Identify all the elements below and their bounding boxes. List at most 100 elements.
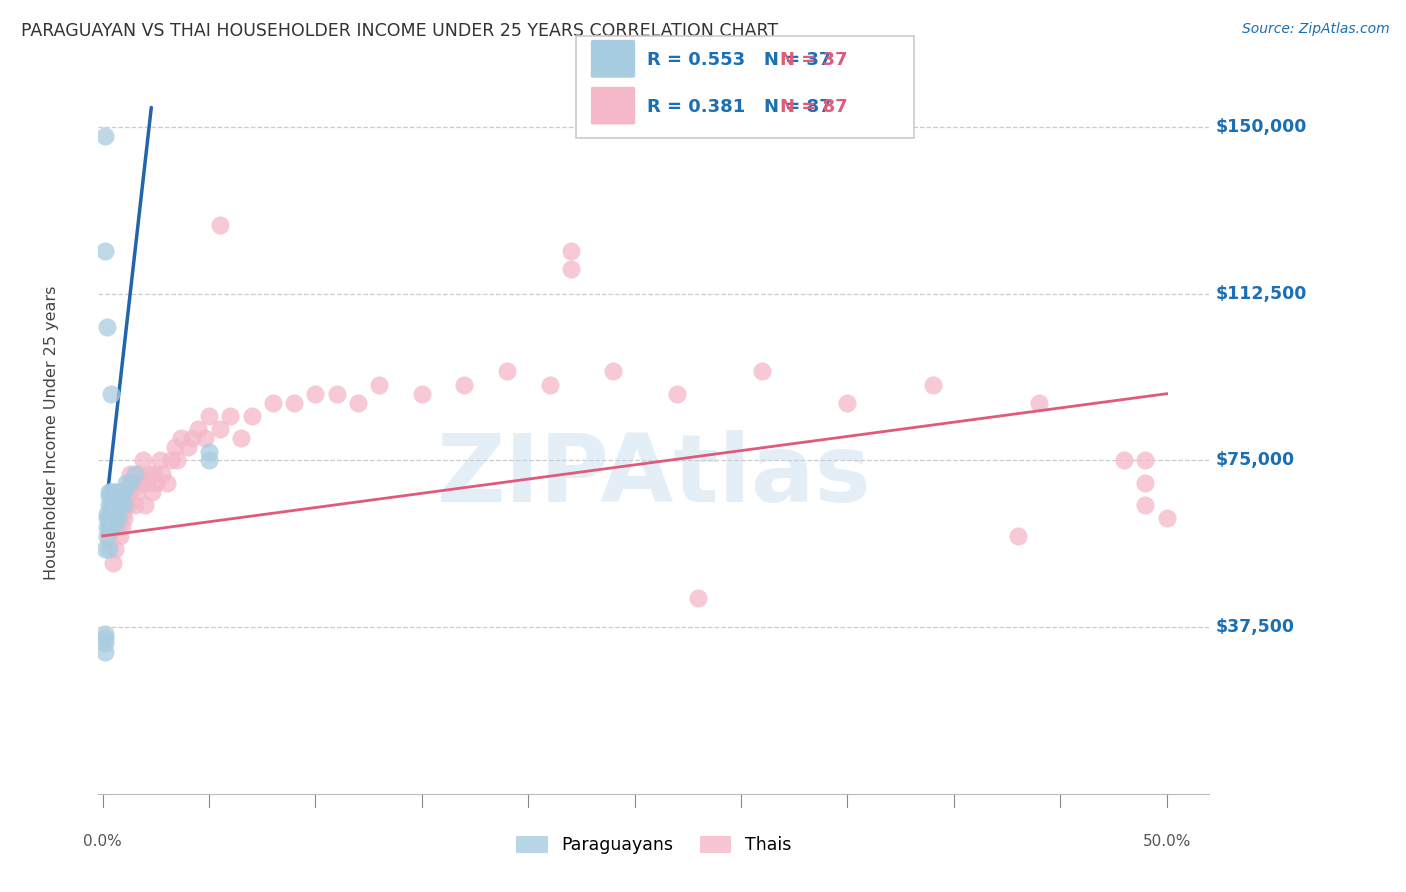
Point (98, 533, 121, 548)
Point (194, 431, 217, 445)
Point (115, 498, 138, 512)
Point (121, 475, 143, 490)
Point (411, 386, 433, 401)
Point (496, 364, 519, 378)
Point (108, 498, 131, 512)
Text: N = 87: N = 87 (780, 98, 848, 116)
Point (1135, 453, 1157, 467)
Text: ZIPAtlas: ZIPAtlas (436, 430, 872, 522)
Point (98, 489, 121, 503)
Point (177, 440, 200, 454)
Point (688, 591, 710, 606)
Point (1028, 395, 1050, 409)
Point (159, 453, 181, 467)
Point (132, 453, 155, 467)
Legend: Paraguayans, Thais: Paraguayans, Thais (509, 829, 799, 861)
Point (98, 542, 121, 557)
Point (98, 498, 121, 512)
Point (262, 395, 284, 409)
Point (163, 440, 186, 454)
Text: Source: ZipAtlas.com: Source: ZipAtlas.com (1241, 22, 1389, 37)
Point (96, 507, 118, 521)
Point (142, 467, 165, 481)
Point (94, 632, 117, 646)
Point (145, 475, 167, 490)
Point (104, 484, 127, 499)
Point (1135, 498, 1157, 512)
Point (326, 386, 349, 401)
Point (104, 498, 127, 512)
Point (560, 244, 582, 259)
Point (117, 498, 139, 512)
Point (100, 520, 122, 534)
Point (198, 409, 221, 423)
Point (1007, 529, 1029, 543)
Point (98, 511, 121, 525)
Point (96, 520, 118, 534)
Point (112, 484, 135, 499)
Text: R = 0.553   N = 37: R = 0.553 N = 37 (647, 51, 831, 70)
Point (125, 484, 148, 499)
Point (100, 498, 122, 512)
Point (170, 431, 193, 445)
Point (94, 128, 117, 143)
Text: 0.0%: 0.0% (83, 834, 122, 849)
Point (219, 409, 242, 423)
Point (96, 529, 118, 543)
Point (115, 484, 138, 499)
Text: Householder Income Under 25 years: Householder Income Under 25 years (44, 285, 59, 580)
Point (155, 475, 177, 490)
Point (103, 556, 125, 570)
Point (96, 320, 118, 334)
Text: $75,000: $75,000 (1216, 451, 1295, 469)
Point (453, 377, 475, 392)
Point (94, 644, 117, 658)
Point (120, 467, 142, 481)
Point (138, 467, 160, 481)
Point (240, 409, 263, 423)
Point (124, 475, 146, 490)
Point (128, 467, 150, 481)
Text: N = 37: N = 37 (780, 51, 848, 70)
Point (112, 511, 135, 525)
Point (94, 636, 117, 650)
Point (103, 511, 125, 525)
Point (115, 475, 138, 490)
Point (837, 395, 859, 409)
Text: $150,000: $150,000 (1216, 118, 1308, 136)
Point (107, 498, 129, 512)
Point (111, 520, 134, 534)
Point (100, 386, 122, 401)
Point (134, 498, 156, 512)
Point (108, 529, 131, 543)
Point (100, 484, 122, 499)
Text: PARAGUAYAN VS THAI HOUSEHOLDER INCOME UNDER 25 YEARS CORRELATION CHART: PARAGUAYAN VS THAI HOUSEHOLDER INCOME UN… (21, 22, 778, 40)
Point (1156, 511, 1178, 525)
Point (112, 498, 135, 512)
Point (111, 507, 134, 521)
Point (98, 484, 121, 499)
Point (560, 262, 582, 277)
Point (94, 244, 117, 259)
Point (94, 627, 117, 641)
Point (751, 364, 773, 378)
Point (166, 453, 188, 467)
Point (283, 395, 305, 409)
Point (104, 511, 127, 525)
Point (538, 377, 561, 392)
Point (198, 444, 221, 458)
Point (347, 395, 370, 409)
Point (181, 431, 204, 445)
Point (208, 218, 231, 232)
Point (111, 484, 134, 499)
Point (921, 377, 943, 392)
Point (602, 364, 624, 378)
Point (368, 377, 391, 392)
Point (124, 498, 146, 512)
Point (666, 386, 689, 401)
Point (96, 511, 118, 525)
Point (100, 507, 122, 521)
Point (187, 422, 209, 436)
Text: $112,500: $112,500 (1216, 285, 1308, 302)
Text: R = 0.381   N = 87: R = 0.381 N = 87 (647, 98, 831, 116)
